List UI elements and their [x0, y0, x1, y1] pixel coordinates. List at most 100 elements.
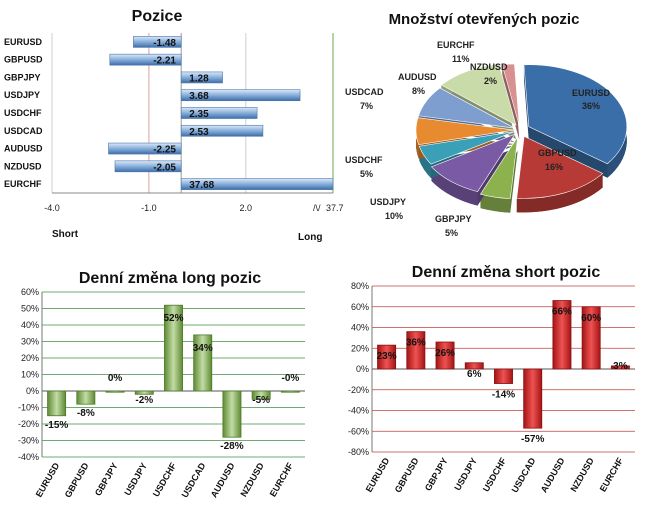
c4-y-tick: 0%	[356, 364, 369, 374]
c3-y-tick: 40%	[21, 320, 39, 330]
pozice-bar-usdchf	[180, 107, 258, 119]
pie-label-value: 10%	[385, 211, 403, 221]
pie-slice-eurchf	[440, 63, 517, 126]
pozice-chart: Pozice EURUSD GBPUSD GBPJPY USDJPY USDCHF USD…	[4, 8, 344, 243]
c3-bar-nzdusd	[251, 390, 271, 400]
c3-value-label: -0%	[281, 373, 299, 384]
pozice-value-label: 37.68	[189, 180, 214, 191]
pie-label-name: AUDUSD	[398, 72, 437, 82]
pie-slices	[415, 63, 628, 199]
pozice-category-labels: EURUSD GBPUSD GBPJPY USDJPY USDCHF USDCAD AUDU…	[4, 37, 43, 189]
pozice-category-label: NZDUSD	[4, 161, 42, 171]
c3-value-label: 34%	[193, 343, 213, 354]
short-change-title: Denní změna short pozic	[412, 264, 601, 281]
c4-y-tick: 80%	[351, 281, 369, 291]
pozice-value-label: 2.35	[189, 109, 209, 120]
pie-slice-usdjpy	[430, 133, 516, 192]
pozice-value-label: 3.68	[189, 91, 209, 102]
c3-category-label: NZDUSD	[238, 461, 266, 499]
pie-label-name: EURCHF	[437, 40, 475, 50]
pie-slice-edge-gbpusd	[516, 173, 603, 213]
pozice-bar-gbpusd	[109, 53, 182, 66]
c4-bar-gbpusd	[406, 331, 426, 370]
c3-bar-audusd	[222, 390, 242, 438]
c3-bar-usdjpy	[134, 390, 154, 395]
c4-bar-nzdusd	[581, 306, 601, 370]
long-change-title: Denní změna long pozic	[79, 270, 261, 287]
c4-bar-usdjpy	[464, 362, 484, 370]
c3-y-tick: 10%	[21, 370, 39, 380]
pozice-value-label: -1.48	[153, 38, 176, 49]
pie-slice-gbpusd	[516, 135, 604, 199]
pozice-bar-usdjpy	[180, 89, 301, 102]
pozice-category-label: GBPUSD	[4, 55, 43, 65]
c4-value-label: 66%	[552, 307, 572, 318]
c4-category-label: NZDUSD	[568, 456, 596, 494]
c3-y-tick: -20%	[18, 419, 39, 429]
c4-bar-audusd	[552, 300, 572, 370]
pozice-value-label: -2.21	[153, 56, 176, 67]
c3-category-label: EURCHF	[268, 461, 296, 499]
c3-bar-gbpjpy	[105, 390, 125, 393]
c4-category-label: GBPJPY	[423, 456, 450, 493]
pozice-category-label: EURCHF	[4, 179, 42, 189]
pie-slice-usdcad	[415, 117, 515, 146]
c3-y-tick: -10%	[18, 403, 39, 413]
c3-y-tick: 0%	[26, 386, 39, 396]
c4-category-label: AUDUSD	[539, 456, 567, 495]
pie-label-name: USDCHF	[345, 155, 383, 165]
c4-value-label: 36%	[406, 338, 426, 349]
pozice-x-tick: 2.0	[240, 203, 253, 213]
long-change-y-ticks: -40% -30% -20% -10% 0% 10% 20% 30% 40% 50% 60%	[18, 287, 39, 462]
c3-y-tick: 60%	[21, 287, 39, 297]
long-change-category-labels: EURUSD GBPUSD GBPJPY USDJPY USDCHF USDCAD AUDU…	[34, 461, 296, 500]
pie-slice-edge-gbpjpy	[480, 194, 511, 213]
pie-label-name: GBPJPY	[435, 214, 472, 224]
c3-value-label: 0%	[108, 373, 123, 384]
c4-category-label: USDJPY	[452, 456, 479, 492]
c4-value-label: 3%	[613, 361, 628, 372]
c3-value-label: -5%	[252, 395, 270, 406]
c4-y-tick: 40%	[351, 323, 369, 333]
pie-slice-nzdusd	[501, 63, 520, 126]
c4-value-label: -14%	[492, 390, 515, 401]
pie-label-name: USDCAD	[345, 87, 384, 97]
c4-category-label: EURUSD	[364, 456, 392, 494]
c4-category-label: USDCHF	[481, 456, 509, 494]
pozice-title: Pozice	[132, 8, 183, 25]
c4-category-label: USDCAD	[510, 456, 538, 495]
c3-y-tick: -40%	[18, 452, 39, 462]
c3-category-label: EURUSD	[34, 461, 62, 499]
c3-y-tick: 30%	[21, 337, 39, 347]
pozice-bar-eurusd	[133, 36, 182, 48]
long-change-bars	[47, 304, 300, 438]
pie-slice-eurusd	[523, 64, 628, 165]
pozice-value-label: -2.25	[153, 145, 176, 156]
short-change-chart: Denní změna short pozic -80% -60% -40% -20%…	[348, 264, 635, 494]
c4-y-tick: -60%	[348, 426, 369, 436]
c3-value-label: -2%	[135, 395, 153, 406]
c4-bar-eurchf	[610, 365, 630, 370]
pozice-short-label: Short	[52, 229, 79, 240]
c4-value-label: 26%	[435, 348, 455, 359]
pie-label-value: 2%	[484, 76, 497, 86]
pie-slice-audusd	[418, 87, 515, 129]
pie-label-value: 8%	[412, 86, 425, 96]
pie-label-value: 16%	[545, 162, 563, 172]
pozice-category-label: USDCHF	[4, 108, 42, 118]
c4-value-label: 60%	[581, 313, 601, 324]
pie-label-value: 5%	[445, 228, 458, 238]
pie-slice-usdchf	[418, 131, 515, 165]
c3-bar-eurusd	[47, 390, 67, 417]
pie-label-value: 5%	[360, 169, 373, 179]
pozice-axis-break-label: 37.7	[326, 203, 344, 213]
pozice-bar-usdcad	[180, 124, 264, 137]
pie-title: Množství otevřených pozic	[389, 11, 580, 28]
pozice-x-tick: -1.0	[141, 203, 157, 213]
c3-value-label: -8%	[77, 408, 95, 419]
pozice-x-ticks: -4.0 -1.0 2.0	[44, 203, 252, 213]
pie-label-name: NZDUSD	[470, 62, 508, 72]
axis-break-icon: /\/	[313, 203, 321, 213]
pozice-x-tick: -4.0	[44, 203, 60, 213]
c3-value-label: -15%	[45, 420, 68, 431]
